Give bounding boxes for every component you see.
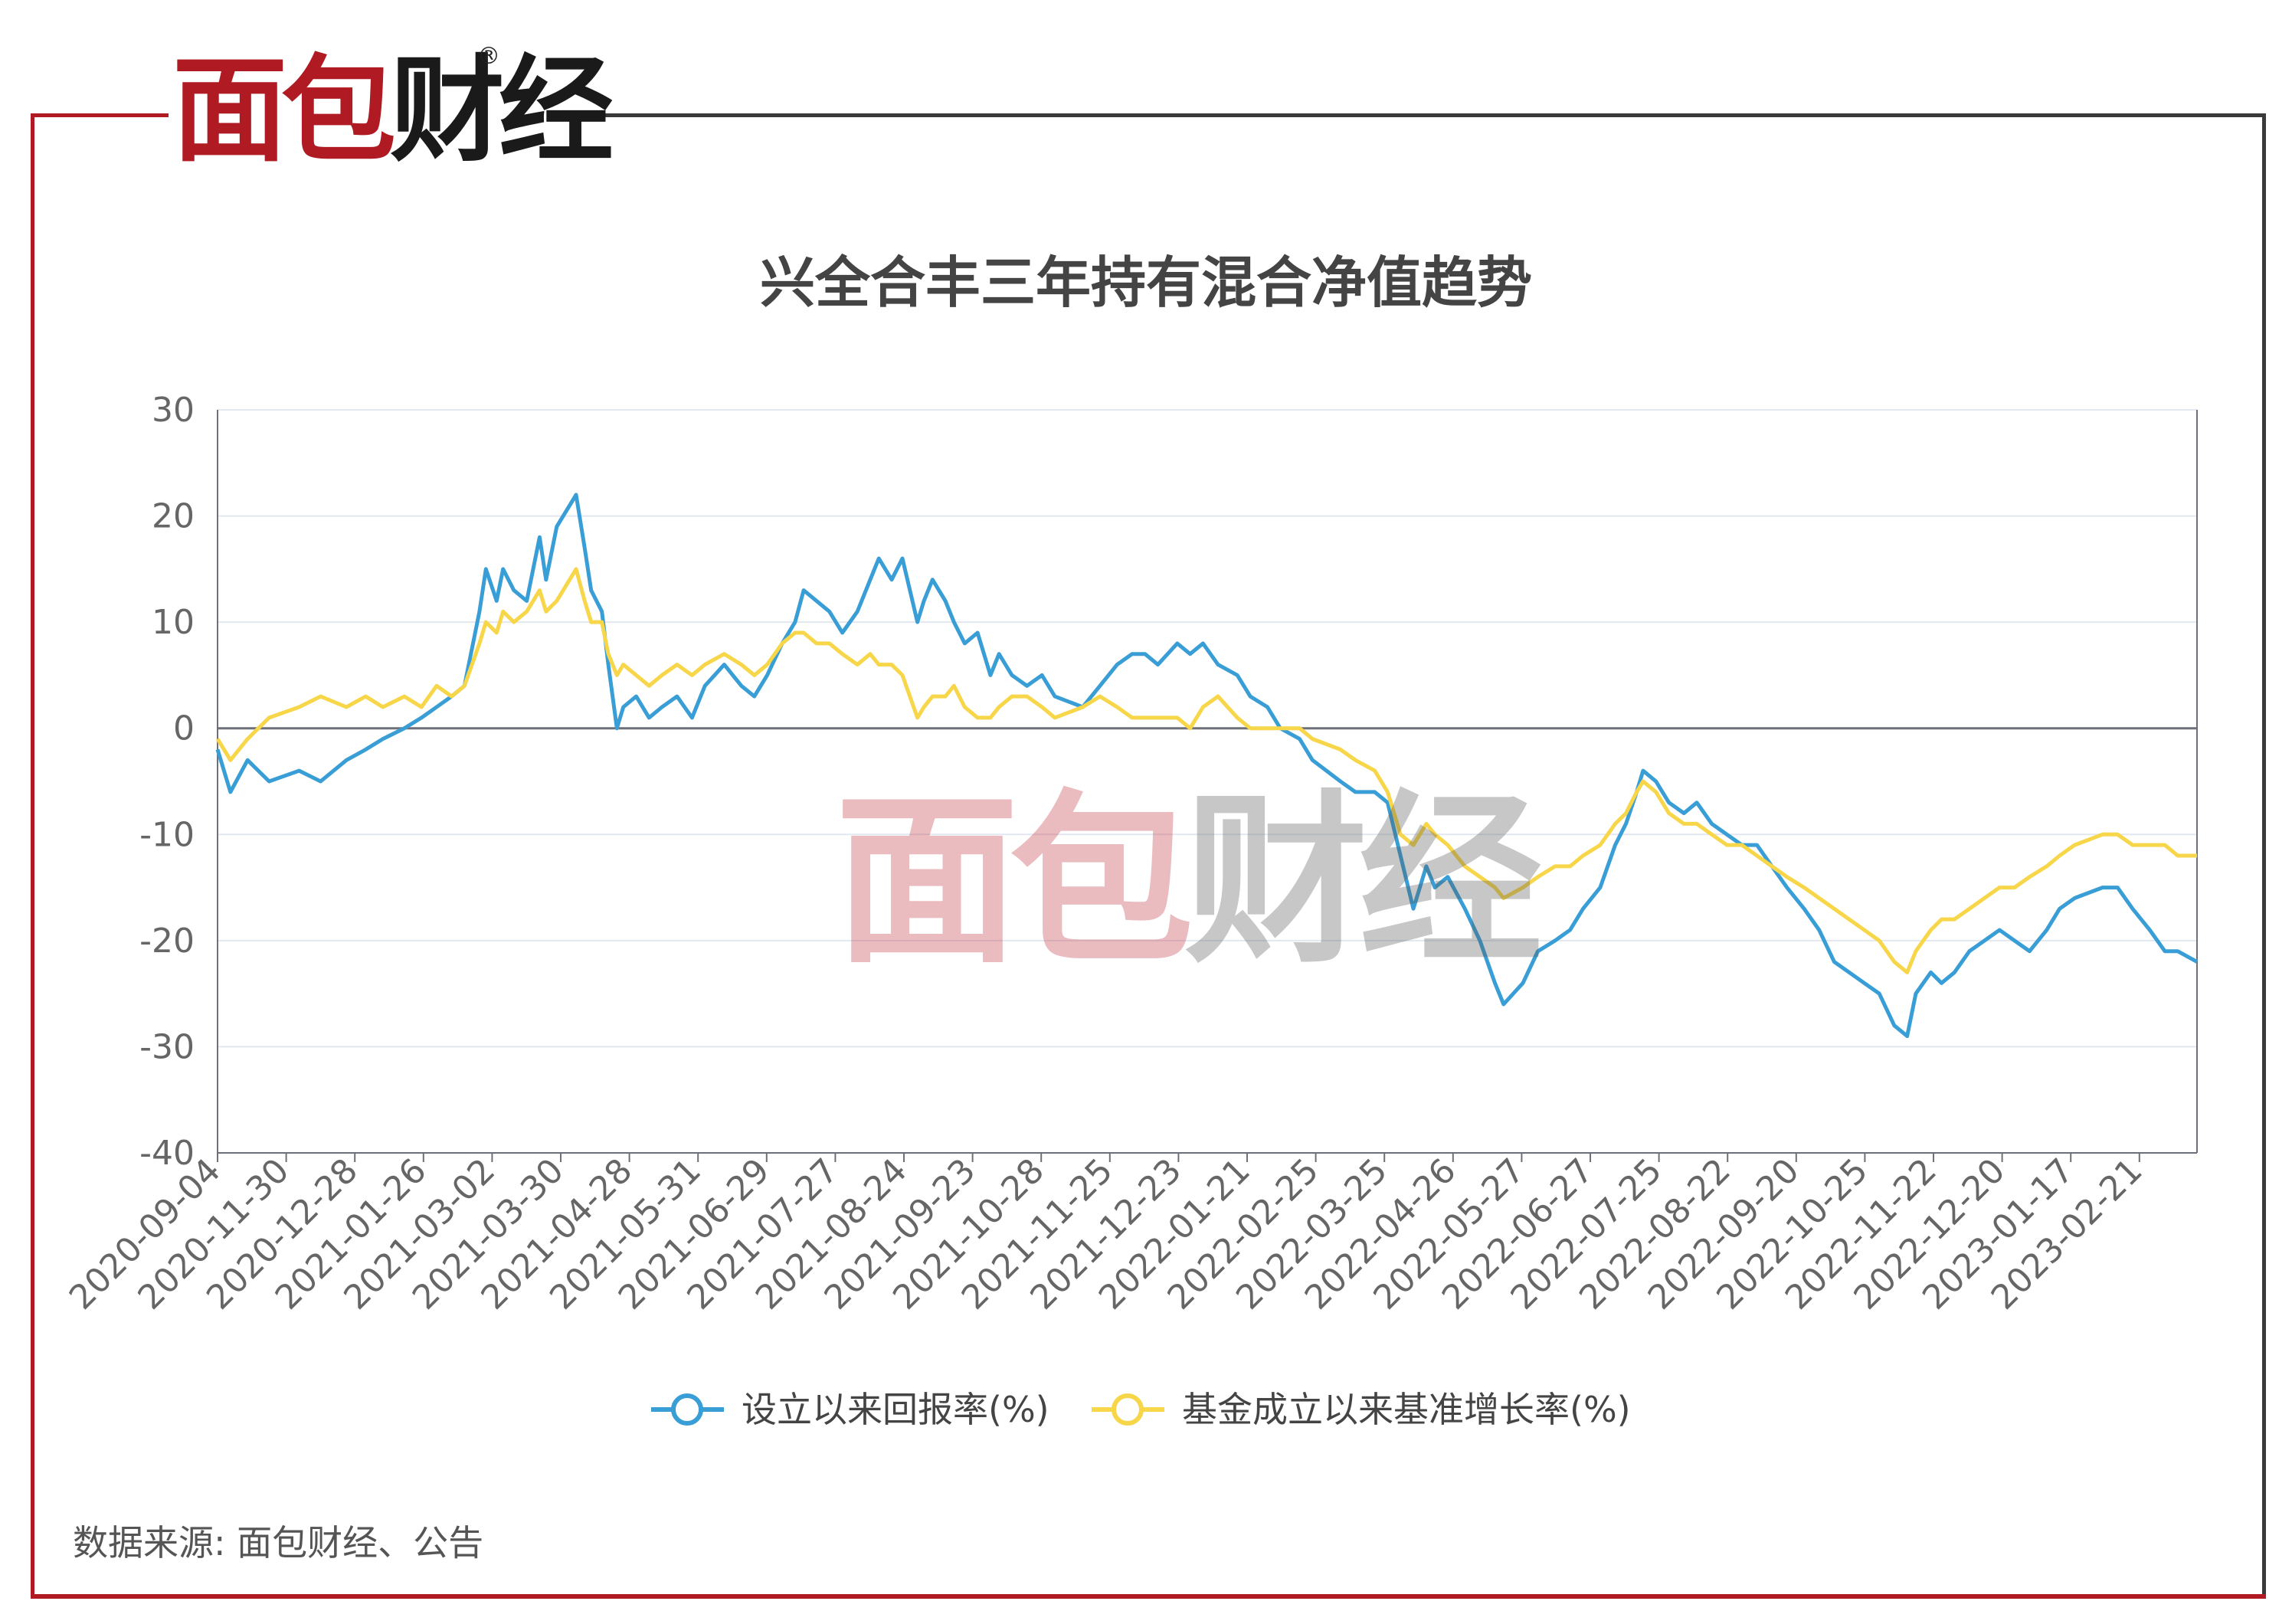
registered-mark: ®	[477, 43, 500, 70]
series-lines	[215, 493, 2199, 1039]
y-tick-label: 30	[152, 391, 195, 430]
legend-swatch-marker	[1112, 1393, 1144, 1426]
logo-text-red: 面包	[172, 44, 396, 178]
y-tick-label: -40	[139, 1134, 195, 1173]
y-axis-ticks: 30 20 10 0 -10 -20 -30 -40	[139, 391, 195, 1173]
data-source-note: 数据来源: 面包财经、公告	[73, 1522, 484, 1563]
x-axis-ticks: 2020-09-042020-11-302020-12-282021-01-26…	[62, 1151, 2150, 1318]
frame-right-line	[2262, 113, 2266, 1598]
frame-bottom-line	[31, 1594, 2266, 1599]
series-line-benchmark	[215, 567, 2197, 974]
y-tick-label: 0	[173, 709, 195, 748]
grid-lines	[218, 409, 2197, 1154]
y-tick-label: -30	[139, 1027, 195, 1066]
y-tick-label: 10	[152, 603, 195, 642]
chart-title: 兴全合丰三年持有混合净值趋势	[759, 250, 1532, 315]
legend-entry-label: 设立以来回报率(%)	[742, 1389, 1049, 1430]
axes	[217, 410, 2198, 1154]
logo-text-dark: 财经	[390, 44, 614, 178]
legend-entry-label: 基金成立以来基准增长率(%)	[1182, 1389, 1631, 1430]
frame-left-line	[31, 113, 34, 1598]
frame-top-right-line	[598, 113, 2266, 117]
series-line-return	[215, 493, 2199, 1039]
y-tick-label: 20	[152, 497, 195, 536]
brand-logo: 面包 财经 ®	[172, 43, 614, 178]
y-tick-label: -10	[139, 815, 195, 854]
legend-swatch-marker	[671, 1393, 703, 1426]
y-tick-label: -20	[139, 922, 195, 961]
legend: 设立以来回报率(%) 基金成立以来基准增长率(%)	[651, 1389, 1631, 1430]
frame-top-left-line	[31, 113, 169, 117]
